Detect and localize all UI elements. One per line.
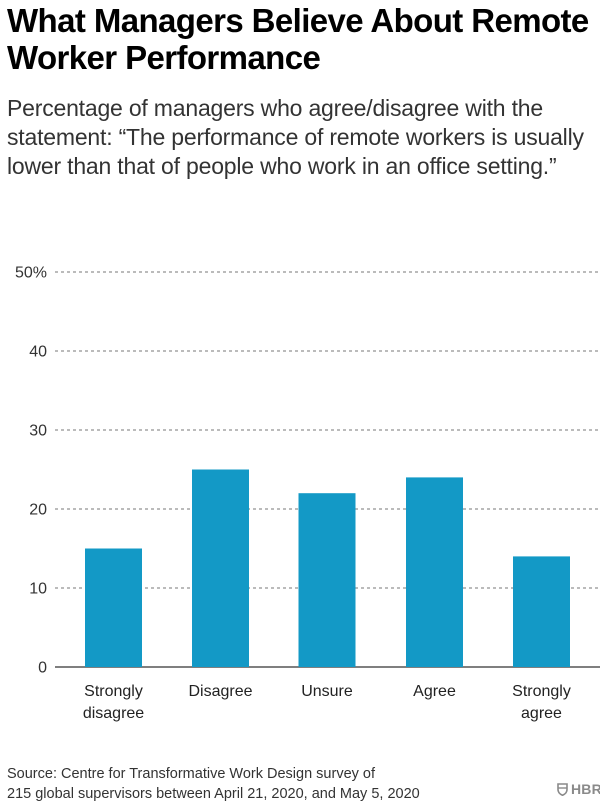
- x-category-label: Unsure: [301, 683, 353, 700]
- x-category-label-line: Strongly: [84, 683, 143, 700]
- bar: [192, 469, 249, 667]
- y-tick-label: 0: [38, 660, 47, 677]
- y-tick-label: 50%: [15, 265, 47, 282]
- x-category-label: Disagree: [188, 683, 252, 700]
- x-category-label-line: disagree: [83, 705, 144, 722]
- x-category-label-line: Agree: [413, 683, 456, 700]
- source-line: Source: Centre for Transformative Work D…: [7, 766, 376, 782]
- y-tick-label: 30: [29, 423, 47, 440]
- x-category-label: Agree: [413, 683, 456, 700]
- x-axis-category-labels: Strongly disagree Disagree Unsure Agree Stron…: [83, 683, 571, 722]
- bar-chart: 0 10 20 30 40 50% Strongly disagree Disagree Uns…: [15, 265, 600, 722]
- bar: [85, 548, 142, 667]
- x-category-label-line: Disagree: [188, 683, 252, 700]
- source-line: 215 global supervisors between April 21,…: [7, 786, 420, 802]
- source-note: Source: Centre for Transformative Work D…: [7, 764, 507, 804]
- chart-title: What Managers Believe About Remote Worke…: [7, 2, 589, 76]
- y-tick-label: 10: [29, 581, 47, 598]
- bars: [85, 469, 570, 667]
- x-category-label-line: Strongly: [512, 683, 571, 700]
- y-axis-tick-labels: 0 10 20 30 40 50%: [15, 265, 47, 677]
- bar: [406, 477, 463, 667]
- hbr-logo: HBR: [557, 781, 600, 797]
- x-category-label: Strongly disagree: [83, 683, 144, 722]
- chart-subtitle: Percentage of managers who agree/disagre…: [7, 95, 584, 179]
- bar: [513, 556, 570, 667]
- logo-text: HBR: [571, 781, 600, 797]
- x-category-label-line: agree: [521, 705, 562, 722]
- y-tick-label: 20: [29, 502, 47, 519]
- shield-icon: [557, 782, 568, 796]
- x-category-label: Strongly agree: [512, 683, 571, 722]
- y-tick-label: 40: [29, 344, 47, 361]
- x-category-label-line: Unsure: [301, 683, 353, 700]
- bar: [298, 493, 356, 667]
